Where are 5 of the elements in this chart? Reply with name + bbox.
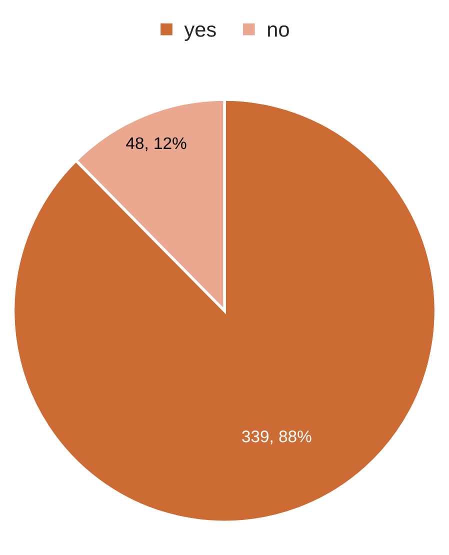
pie-slice bbox=[12, 98, 438, 524]
data-label: 48, 12% bbox=[126, 137, 186, 152]
legend-label: no bbox=[268, 25, 289, 37]
legend-label: yes bbox=[184, 25, 216, 41]
data-label: 339, 88% bbox=[242, 430, 312, 444]
